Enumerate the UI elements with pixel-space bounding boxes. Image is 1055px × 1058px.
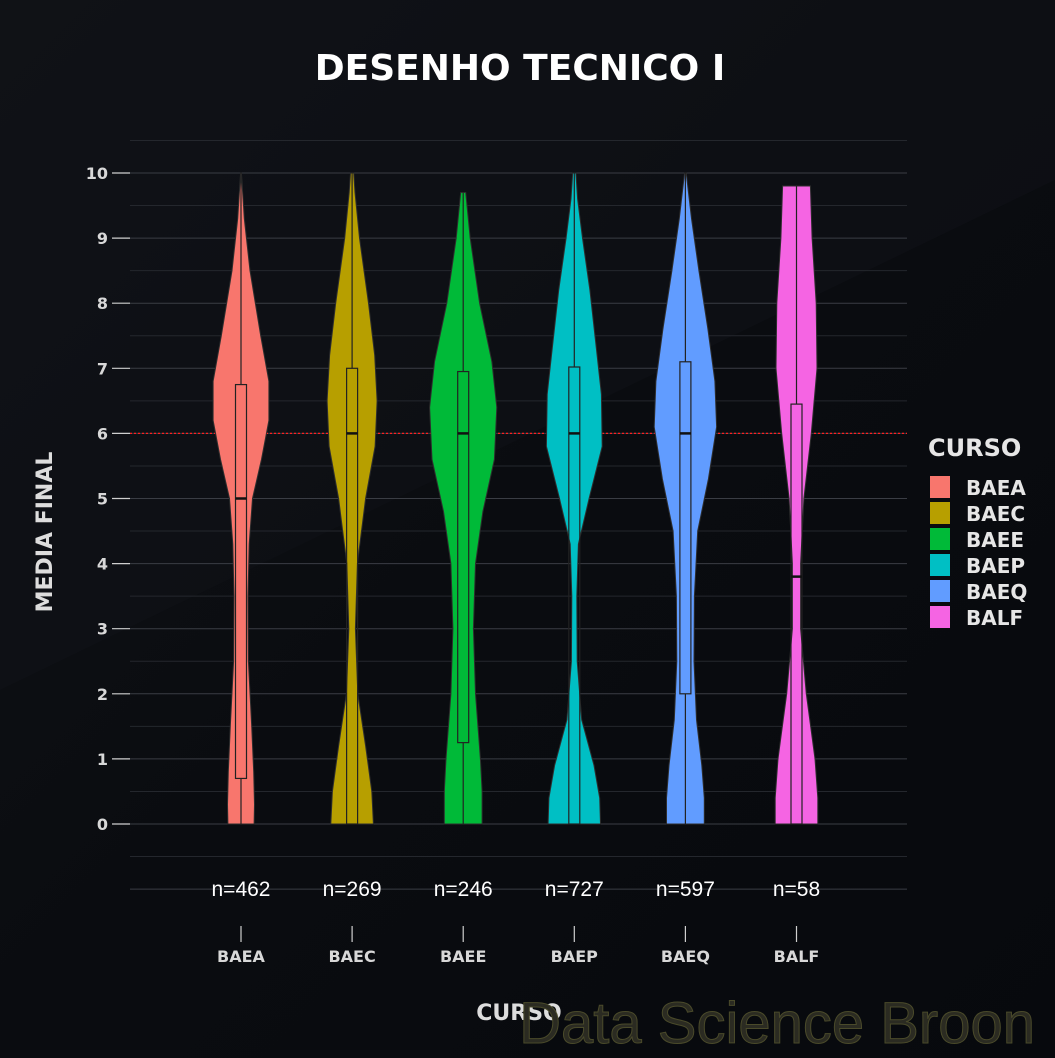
violin-baea bbox=[212, 172, 270, 825]
watermark: Data Science Broon bbox=[519, 991, 1035, 1056]
y-tick-label: 1 bbox=[97, 750, 108, 769]
box bbox=[790, 403, 803, 825]
x-tick-label: BAEC bbox=[328, 947, 375, 966]
y-axis: 0 1 2 3 4 5 6 7 8 9 10 bbox=[86, 164, 130, 834]
violins bbox=[212, 172, 819, 825]
legend-key-balf bbox=[930, 606, 950, 628]
box bbox=[457, 370, 470, 744]
y-tick-label: 0 bbox=[97, 815, 108, 834]
legend-label: BAEA bbox=[966, 476, 1026, 500]
legend-key-baea bbox=[930, 476, 950, 498]
x-tick-label: BAEA bbox=[217, 947, 266, 966]
legend-label: BAEC bbox=[966, 502, 1025, 526]
violin-baep bbox=[545, 172, 603, 825]
x-tick-label: BALF bbox=[774, 947, 820, 966]
y-tick-label: 10 bbox=[86, 164, 108, 183]
y-tick-label: 4 bbox=[97, 555, 108, 574]
box bbox=[679, 361, 692, 695]
x-tick-label: BAEE bbox=[440, 947, 486, 966]
legend-label: BAEP bbox=[966, 554, 1025, 578]
violin-balf bbox=[774, 185, 819, 825]
legend-key-baeq bbox=[930, 580, 950, 602]
y-axis-title: MEDIA FINAL bbox=[33, 452, 58, 613]
count-label: n=462 bbox=[212, 878, 271, 901]
count-label: n=246 bbox=[434, 878, 493, 901]
legend-label: BAEQ bbox=[966, 580, 1027, 604]
legend-key-baee bbox=[930, 528, 950, 550]
x-tick-label: BAEP bbox=[551, 947, 599, 966]
count-labels: n=462 n=269 n=246 n=727 n=597 n=58 bbox=[212, 878, 821, 901]
legend-label: BAEE bbox=[966, 528, 1024, 552]
violin-baee bbox=[429, 192, 498, 825]
chart-title: DESENHO TECNICO I bbox=[315, 48, 725, 89]
count-label: n=597 bbox=[656, 878, 715, 901]
violin-shape bbox=[653, 172, 718, 825]
x-axis: BAEA BAEC BAEE BAEP BAEQ BALF bbox=[217, 926, 819, 966]
box bbox=[346, 367, 359, 825]
count-label: n=269 bbox=[323, 878, 382, 901]
y-tick-label: 8 bbox=[97, 294, 108, 313]
count-label: n=727 bbox=[545, 878, 604, 901]
legend-title: CURSO bbox=[928, 434, 1021, 462]
violin-shape bbox=[774, 185, 819, 825]
x-tick-label: BAEQ bbox=[661, 947, 710, 966]
legend-label: BALF bbox=[966, 606, 1023, 630]
y-tick-label: 5 bbox=[97, 490, 108, 509]
box bbox=[568, 366, 581, 825]
y-tick-label: 2 bbox=[97, 685, 108, 704]
legend-key-baep bbox=[930, 554, 950, 576]
y-tick-label: 7 bbox=[97, 359, 108, 378]
violin-shape bbox=[545, 172, 603, 825]
y-tick-label: 6 bbox=[97, 424, 108, 443]
x-axis-title: CURSO bbox=[476, 1001, 562, 1026]
count-label: n=58 bbox=[773, 878, 820, 901]
violin-shape bbox=[429, 192, 498, 825]
y-tick-label: 3 bbox=[97, 620, 108, 639]
violin-baec bbox=[326, 172, 378, 825]
legend-key-baec bbox=[930, 502, 950, 524]
box bbox=[234, 383, 248, 780]
violin-shape bbox=[326, 172, 378, 825]
y-tick-label: 9 bbox=[97, 229, 108, 248]
violin-baeq bbox=[653, 172, 718, 825]
